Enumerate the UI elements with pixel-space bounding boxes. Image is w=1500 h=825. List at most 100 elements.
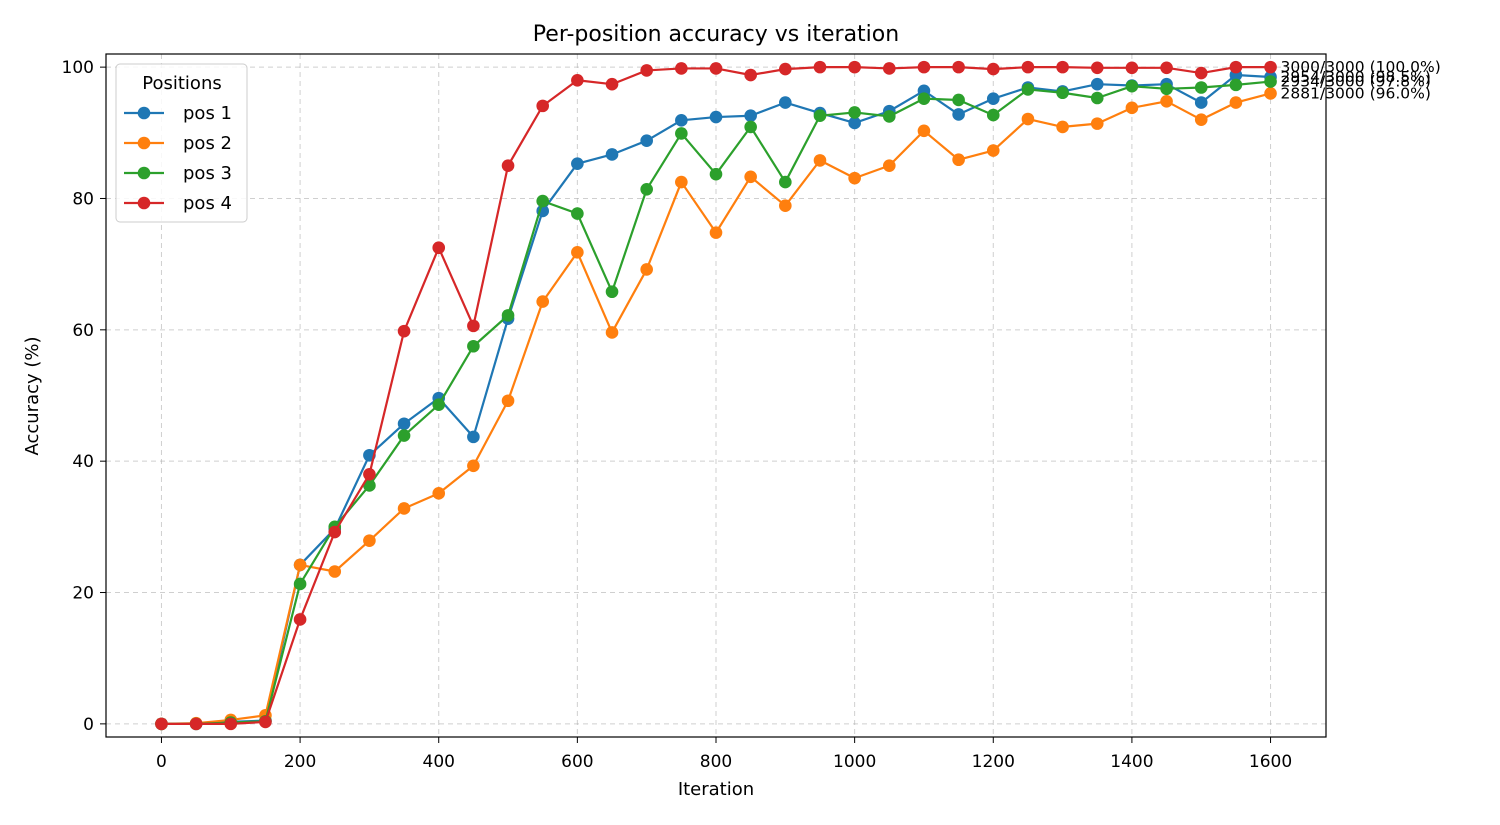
- data-point: [848, 171, 861, 185]
- data-point: [605, 77, 619, 91]
- data-point: [779, 62, 792, 76]
- data-point: [1056, 120, 1069, 134]
- data-point: [363, 468, 376, 481]
- data-point: [397, 324, 411, 338]
- data-point: [397, 502, 411, 515]
- data-point: [882, 110, 896, 123]
- y-tick-label: 40: [72, 452, 94, 472]
- x-tick-label: 800: [700, 752, 732, 772]
- legend: Positions pos 1 pos 2 pos 3 pos 4: [115, 63, 248, 223]
- data-point: [882, 62, 896, 75]
- data-point: [1160, 61, 1173, 75]
- data-point: [952, 93, 965, 107]
- data-point: [536, 99, 550, 113]
- data-point: [709, 226, 723, 239]
- legend-label: pos 4: [183, 193, 232, 214]
- data-point: [1229, 78, 1243, 92]
- data-point: [1090, 91, 1104, 105]
- y-tick-label: 80: [72, 189, 94, 209]
- series-pos-4: [155, 60, 1277, 731]
- data-point: [467, 339, 480, 353]
- chart-title: Per-position accuracy vs iteration: [533, 22, 899, 47]
- y-tick-label: 0: [83, 715, 94, 735]
- legend-box: [115, 63, 248, 223]
- x-tick-label: 1400: [1110, 752, 1153, 772]
- data-point: [882, 159, 896, 172]
- data-point: [1160, 82, 1173, 96]
- data-point: [1194, 96, 1208, 109]
- data-point: [571, 73, 584, 87]
- data-point: [848, 106, 861, 119]
- legend-item: pos 4: [124, 193, 232, 214]
- data-point: [1021, 60, 1035, 74]
- data-point: [328, 525, 342, 539]
- data-point: [397, 417, 411, 431]
- data-point: [813, 154, 827, 167]
- data-point: [813, 60, 827, 74]
- data-point: [779, 96, 792, 109]
- data-point: [986, 92, 1000, 105]
- legend-label: pos 1: [183, 103, 232, 124]
- data-point: [501, 394, 515, 408]
- x-tick-label: 1200: [972, 752, 1015, 772]
- data-point: [432, 487, 446, 500]
- data-point: [813, 109, 827, 123]
- data-point: [1021, 83, 1035, 96]
- data-point: [917, 92, 931, 105]
- data-point: [1021, 112, 1035, 126]
- x-tick-label: 200: [284, 752, 316, 772]
- data-point: [1264, 87, 1277, 100]
- data-point: [571, 246, 584, 259]
- data-point: [189, 717, 203, 731]
- y-tick-label: 20: [72, 584, 94, 604]
- data-point: [1229, 60, 1243, 74]
- data-point: [1090, 77, 1104, 91]
- data-point: [224, 717, 238, 731]
- data-point: [952, 153, 965, 167]
- data-point: [848, 60, 861, 74]
- y-axis-label: Accuracy (%): [22, 336, 43, 455]
- data-point: [432, 398, 446, 411]
- data-point: [1229, 96, 1243, 109]
- data-point: [986, 144, 1000, 157]
- x-axis-ticks: 0 200 400 600 800 1000 1200 1400 1600: [156, 737, 1292, 772]
- data-point: [293, 577, 307, 591]
- data-point: [571, 157, 584, 170]
- legend-item: pos 2: [124, 133, 232, 154]
- data-point: [536, 295, 550, 308]
- data-point: [605, 326, 619, 339]
- data-point: [744, 68, 757, 82]
- legend-item: pos 3: [124, 163, 232, 184]
- data-point: [917, 124, 931, 138]
- data-point: [1194, 113, 1208, 126]
- data-point: [640, 134, 653, 147]
- legend-marker: [137, 136, 151, 150]
- legend-marker: [137, 166, 151, 180]
- x-tick-label: 400: [423, 752, 455, 772]
- data-point: [467, 459, 480, 473]
- data-point: [744, 109, 757, 123]
- end-value-annotation: 2954/3000 (98.5%): [1281, 68, 1431, 86]
- data-point: [779, 199, 792, 213]
- data-point: [848, 116, 861, 130]
- data-point: [1194, 81, 1208, 94]
- data-point: [1056, 86, 1069, 100]
- legend-item: pos 1: [124, 103, 232, 124]
- x-tick-label: 1600: [1249, 752, 1292, 772]
- legend-label: pos 3: [183, 163, 232, 184]
- legend-marker: [137, 106, 151, 120]
- data-point: [467, 319, 480, 333]
- data-point: [779, 175, 792, 189]
- end-value-annotation: 2934/3000 (97.8%): [1281, 73, 1431, 91]
- series-layer: [155, 60, 1277, 731]
- data-point: [605, 148, 619, 161]
- data-point: [952, 108, 965, 121]
- data-point: [1125, 61, 1139, 75]
- data-point: [501, 159, 515, 172]
- data-point: [952, 60, 965, 74]
- data-point: [328, 565, 342, 578]
- y-tick-label: 60: [72, 321, 94, 341]
- legend-label: pos 2: [183, 133, 232, 154]
- data-point: [744, 120, 757, 134]
- data-point: [1264, 60, 1277, 74]
